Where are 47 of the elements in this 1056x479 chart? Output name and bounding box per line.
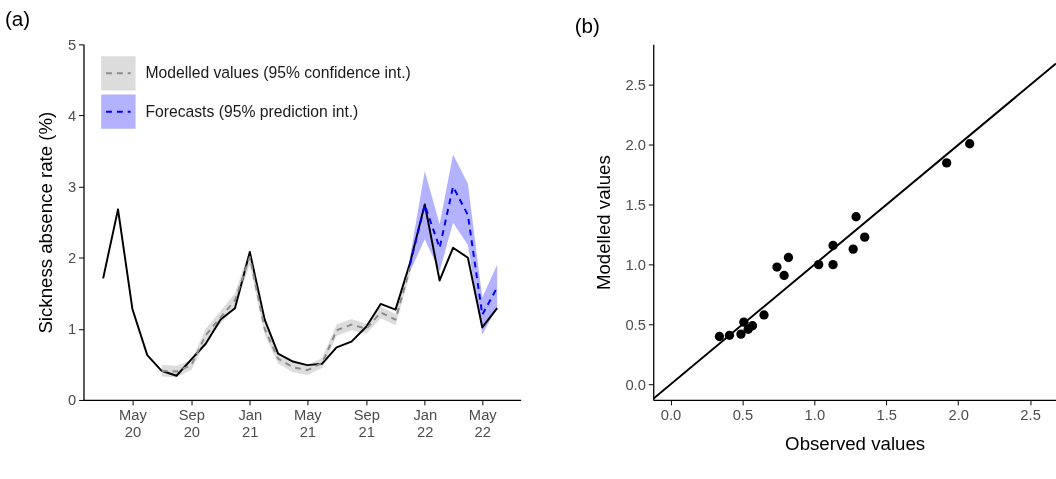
point <box>714 331 725 342</box>
y-tick-label: 1.5 <box>625 197 646 214</box>
x-tick-label: Sep 20 <box>178 407 205 440</box>
point <box>783 252 794 263</box>
y-tick-label: 5 <box>67 36 77 53</box>
point <box>779 270 789 281</box>
point <box>759 310 769 320</box>
y-axis-title: Modelled values <box>592 155 614 291</box>
y-tick-label: 0.0 <box>625 376 646 393</box>
y-tick-label: 2.5 <box>625 77 646 94</box>
y-tick-label: 2 <box>67 250 77 267</box>
legend-label: Modelled values (95% confidence int.) <box>145 64 411 82</box>
x-tick-label: 2.5 <box>1020 407 1041 424</box>
line-series <box>102 203 499 377</box>
point <box>860 232 870 242</box>
y-tick-label: 1.0 <box>625 257 646 274</box>
y-tick-label: 1 <box>67 321 77 338</box>
y-tick-label: 0 <box>67 392 77 409</box>
y-tick-label: 0.5 <box>625 316 646 333</box>
y-tick-label: 2.0 <box>625 137 646 154</box>
y-tick-label: 3 <box>67 179 77 195</box>
x-tick-label: 1.0 <box>804 407 826 424</box>
x-tick-label: Jan 21 <box>238 407 263 440</box>
y-tick-label: 4 <box>67 107 77 124</box>
point <box>851 212 861 222</box>
point <box>848 244 858 254</box>
x-tick-label: Sep 21 <box>353 407 380 440</box>
y-axis-title: Sickness absence rate (%) <box>35 111 57 334</box>
chart-title: (a) <box>4 6 31 30</box>
x-axis-title: Observed values <box>785 432 926 454</box>
x-tick-label: 0.5 <box>732 407 754 424</box>
chart-title: (b) <box>574 13 600 37</box>
x-tick-label: May 20 <box>118 407 148 440</box>
x-tick-label: 1.5 <box>876 407 897 424</box>
point <box>743 324 753 334</box>
point <box>942 158 952 168</box>
x-tick-label: 2.0 <box>948 407 969 424</box>
point <box>736 329 746 339</box>
legend-label: Forecasts (95% prediction int.) <box>145 102 359 120</box>
point <box>772 262 782 272</box>
x-tick-label: Jan 22 <box>413 407 438 440</box>
point <box>828 260 838 270</box>
x-tick-label: 0.0 <box>660 407 682 424</box>
x-tick-label: May 22 <box>468 407 498 440</box>
point <box>965 139 975 149</box>
line-series <box>408 185 499 316</box>
x-tick-label: May 21 <box>293 407 323 440</box>
